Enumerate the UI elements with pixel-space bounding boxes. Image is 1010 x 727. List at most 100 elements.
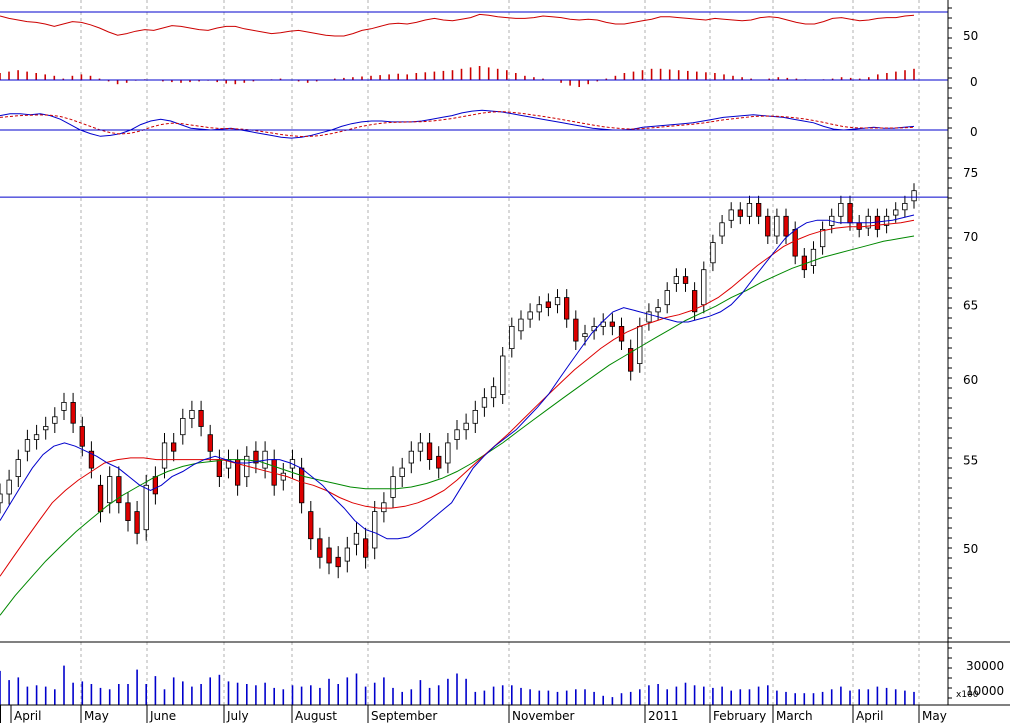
month-label: September [371, 709, 437, 723]
candle-up [143, 484, 149, 531]
price-tick-label: 70 [963, 230, 978, 244]
candle-up [417, 442, 424, 452]
candle-down [116, 476, 122, 504]
candle-down [756, 202, 762, 217]
month-label: 2011 [648, 709, 679, 723]
candle-up [664, 290, 670, 306]
rsi-tick-label: 50 [963, 29, 978, 43]
candle-down [308, 511, 314, 540]
month-label: May [922, 709, 947, 723]
candle-down [253, 450, 259, 464]
histogram-panel [0, 66, 948, 87]
candle-up [408, 450, 415, 464]
candle-down [856, 222, 862, 230]
candle-down [216, 459, 223, 478]
candle-down [79, 426, 85, 447]
candle-down [170, 442, 177, 452]
candle-down [783, 215, 789, 237]
ma-long-line [0, 235, 915, 616]
rsi-line [0, 13, 915, 37]
candle-down [564, 297, 570, 320]
candle-up [582, 333, 588, 338]
candle-up [701, 269, 707, 306]
month-label: June [149, 709, 176, 723]
candle-up [673, 276, 679, 284]
candle-up [500, 355, 506, 395]
candle-up [710, 242, 716, 264]
month-label: April [14, 709, 41, 723]
candle-up [280, 472, 287, 481]
candle-up [472, 409, 478, 424]
candle-down [545, 301, 551, 308]
candle-up [911, 190, 917, 202]
candle-up [746, 202, 753, 217]
candle-up [24, 439, 31, 452]
candle-up [865, 215, 871, 229]
macd-tick-label: 0 [970, 125, 978, 139]
candle-down [765, 215, 771, 237]
candle-down [609, 321, 615, 327]
candle-up [490, 386, 497, 399]
candle-up [820, 228, 826, 248]
volume-panel [0, 665, 915, 705]
candle-up [43, 426, 49, 431]
histogram-tick-label: 0 [970, 75, 978, 89]
candle-up [33, 434, 40, 441]
month-label: August [295, 709, 337, 723]
candle-up [399, 467, 405, 478]
candle-down [737, 209, 743, 217]
candle-up [728, 209, 734, 221]
price-tick-label: 50 [963, 542, 978, 556]
candle-up [390, 476, 396, 498]
month-label: February [713, 709, 766, 723]
candle-up [838, 202, 844, 217]
candle-down [125, 502, 131, 521]
candle-down [573, 318, 579, 342]
candle-down [847, 202, 853, 224]
volume-unit-label: x100 [956, 690, 979, 700]
candle-up [107, 476, 113, 504]
price-tick-label: 65 [963, 299, 978, 313]
macd-signal-line [0, 111, 915, 138]
candle-up [646, 311, 652, 323]
candle-down [70, 401, 76, 424]
candle-up [536, 304, 542, 313]
candle-up [481, 397, 488, 408]
candle-down [628, 348, 634, 372]
month-label: May [84, 709, 109, 723]
candle-up [454, 429, 460, 440]
candle-up [52, 416, 58, 424]
candle-down [298, 467, 305, 504]
candle-down [317, 538, 323, 558]
candle-up [893, 209, 899, 216]
volume-tick-label: 10000 [966, 684, 1004, 698]
candle-down [692, 290, 698, 313]
price-panel [0, 183, 948, 616]
candle-up [353, 532, 360, 545]
candle-up [381, 502, 387, 513]
candle-up [6, 479, 12, 495]
candle-up [554, 297, 561, 306]
candle-up [774, 215, 780, 237]
candle-down [874, 215, 881, 230]
candle-down [97, 484, 104, 513]
candle-down [682, 276, 689, 284]
candle-up [372, 511, 378, 549]
candle-down [436, 455, 442, 469]
volume-tick-label: 30000 [966, 659, 1004, 673]
candle-up [61, 401, 67, 411]
macd-line [0, 109, 915, 139]
candle-down [362, 538, 369, 558]
candle-up [902, 202, 908, 211]
candle-up [810, 248, 817, 267]
candle-down [198, 409, 204, 427]
candle-up [655, 307, 661, 313]
candle-up [0, 493, 3, 504]
price-tick-label: 75 [963, 166, 978, 180]
rsi-panel [0, 11, 948, 37]
candle-up [344, 547, 351, 562]
month-label: July [226, 709, 249, 723]
candle-down [152, 476, 159, 495]
